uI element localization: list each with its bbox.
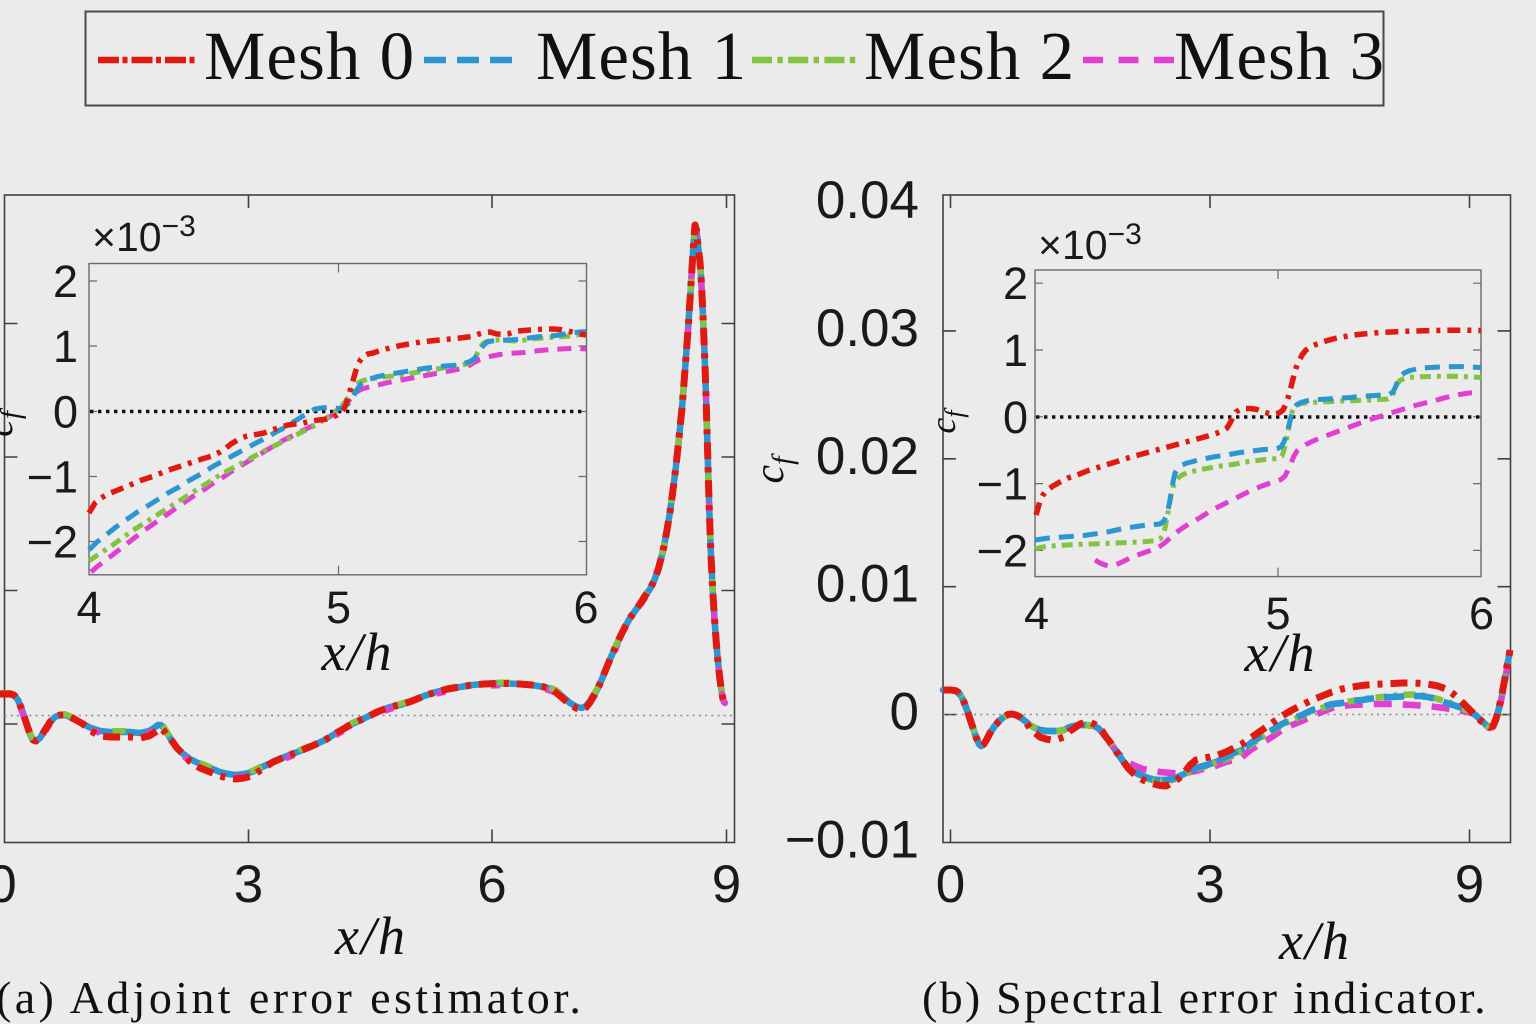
svg-text:Mesh 0: Mesh 0 <box>204 18 415 94</box>
svg-text:9: 9 <box>1455 855 1484 914</box>
svg-text:2: 2 <box>1003 258 1028 309</box>
svg-text:x/h: x/h <box>321 622 394 682</box>
svg-text:0: 0 <box>936 855 965 914</box>
svg-text:−1: −1 <box>27 452 78 503</box>
svg-text:x/h: x/h <box>1278 911 1351 971</box>
svg-text:x/h: x/h <box>334 906 407 966</box>
svg-text:0.03: 0.03 <box>816 299 919 358</box>
svg-text:0: 0 <box>53 387 78 438</box>
svg-text:0.04: 0.04 <box>816 171 919 230</box>
svg-text:9: 9 <box>712 855 741 914</box>
svg-text:(a) Adjoint error estimator.: (a) Adjoint error estimator. <box>0 972 584 1023</box>
svg-text:x/h: x/h <box>1244 623 1317 683</box>
svg-text:cf: cf <box>747 453 799 484</box>
svg-text:−2: −2 <box>27 517 78 568</box>
svg-text:0: 0 <box>0 855 17 914</box>
svg-text:3: 3 <box>234 855 263 914</box>
svg-text:Mesh 1: Mesh 1 <box>536 18 747 94</box>
svg-text:6: 6 <box>573 582 598 633</box>
svg-text:6: 6 <box>1469 588 1494 639</box>
svg-text:2: 2 <box>53 256 78 307</box>
svg-text:−2: −2 <box>977 525 1028 576</box>
svg-text:−0.01: −0.01 <box>785 811 919 870</box>
svg-text:5: 5 <box>326 582 351 633</box>
svg-text:Mesh 3: Mesh 3 <box>1174 18 1385 94</box>
svg-text:−1: −1 <box>977 459 1028 510</box>
svg-text:5: 5 <box>1265 588 1290 639</box>
svg-text:(b) Spectral error indicator.: (b) Spectral error indicator. <box>922 972 1488 1023</box>
svg-text:0: 0 <box>890 683 919 742</box>
svg-text:0.01: 0.01 <box>816 555 919 614</box>
svg-text:Mesh 2: Mesh 2 <box>864 18 1075 94</box>
svg-text:1: 1 <box>53 321 78 372</box>
svg-text:3: 3 <box>1195 855 1224 914</box>
svg-text:1: 1 <box>1003 325 1028 376</box>
svg-text:0: 0 <box>1003 392 1028 443</box>
svg-text:6: 6 <box>477 855 506 914</box>
svg-text:0.02: 0.02 <box>816 427 919 486</box>
svg-text:4: 4 <box>1024 588 1049 639</box>
svg-text:4: 4 <box>76 582 101 633</box>
